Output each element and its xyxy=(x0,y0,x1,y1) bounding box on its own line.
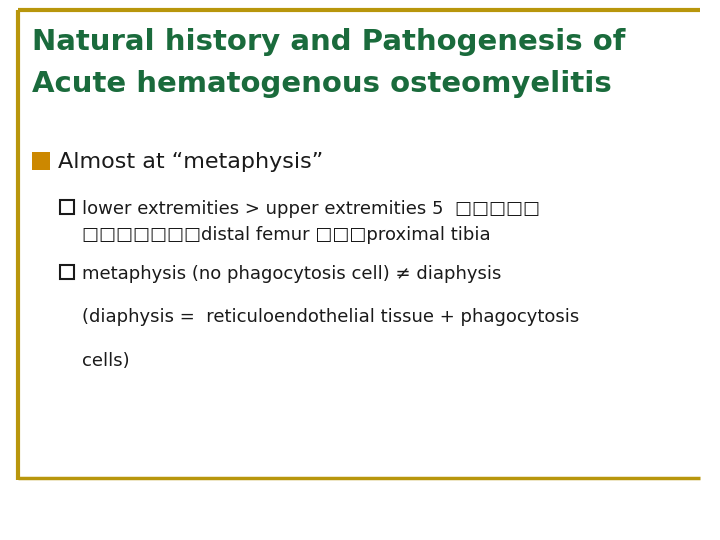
Text: metaphysis (no phagocytosis cell) ≠ diaphysis: metaphysis (no phagocytosis cell) ≠ diap… xyxy=(82,265,501,283)
Text: Acute hematogenous osteomyelitis: Acute hematogenous osteomyelitis xyxy=(32,70,612,98)
Text: lower extremities > upper extremities 5  □□□□□: lower extremities > upper extremities 5 … xyxy=(82,200,540,218)
Text: □□□□□□□distal femur □□□proximal tibia: □□□□□□□distal femur □□□proximal tibia xyxy=(82,226,490,244)
Bar xyxy=(60,200,74,214)
Bar xyxy=(60,265,74,279)
Text: (diaphysis =  reticuloendothelial tissue + phagocytosis: (diaphysis = reticuloendothelial tissue … xyxy=(82,308,580,326)
Text: Almost at “metaphysis”: Almost at “metaphysis” xyxy=(58,152,323,172)
Text: Natural history and Pathogenesis of: Natural history and Pathogenesis of xyxy=(32,28,626,56)
Bar xyxy=(32,152,50,170)
Text: cells): cells) xyxy=(82,352,130,370)
